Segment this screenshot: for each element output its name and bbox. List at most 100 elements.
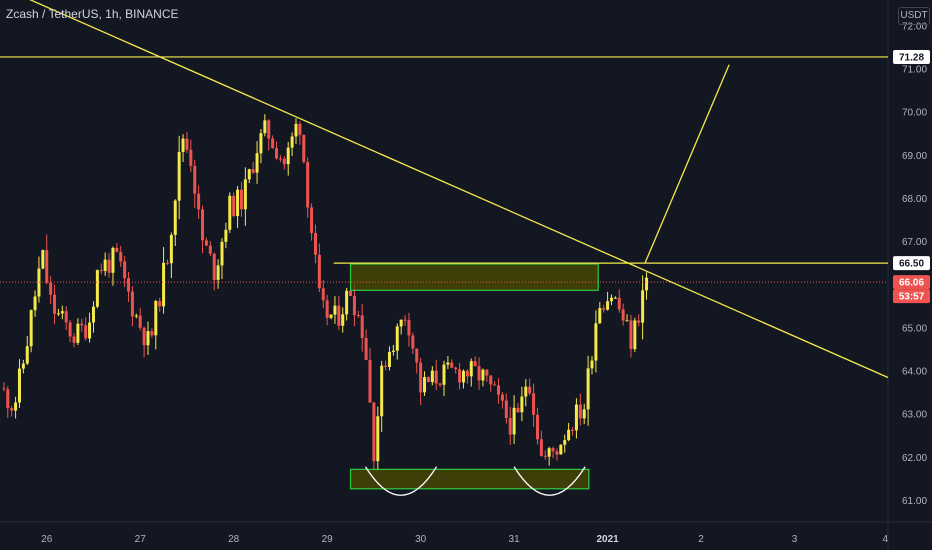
candle-body bbox=[489, 375, 493, 385]
candle-body bbox=[446, 362, 450, 365]
candle-body bbox=[563, 440, 567, 445]
candle-body bbox=[165, 262, 169, 264]
candle-body bbox=[95, 270, 99, 307]
candle-body bbox=[520, 396, 524, 413]
price-tick-label: 64.00 bbox=[902, 367, 927, 378]
candle-body bbox=[212, 253, 216, 280]
candle-body bbox=[150, 331, 154, 336]
time-tick-label: 2 bbox=[698, 534, 704, 545]
candle-body bbox=[290, 136, 294, 148]
candle-body bbox=[500, 394, 504, 401]
candle-body bbox=[2, 388, 6, 390]
candle-body bbox=[99, 270, 103, 272]
candle-body bbox=[10, 408, 14, 411]
candle-body bbox=[415, 348, 419, 363]
candle-body bbox=[271, 138, 275, 149]
price-tick-label: 68.00 bbox=[902, 194, 927, 205]
symbol-title: Zcash / TetherUS, 1h, BINANCE bbox=[6, 7, 179, 21]
candle-body bbox=[637, 320, 641, 323]
candle-body bbox=[275, 148, 279, 159]
candle-body bbox=[368, 359, 372, 403]
candle-body bbox=[236, 189, 240, 217]
candle-body bbox=[17, 368, 21, 403]
time-tick-label: 26 bbox=[41, 534, 53, 545]
candle-body bbox=[423, 377, 427, 393]
candle-body bbox=[329, 314, 333, 318]
candle-body bbox=[360, 315, 364, 339]
candle-body bbox=[516, 407, 520, 413]
time-tick-label: 28 bbox=[228, 534, 240, 545]
candle-body bbox=[267, 120, 271, 139]
candle-body bbox=[220, 241, 224, 266]
candle-body bbox=[298, 123, 302, 135]
candle-body bbox=[641, 290, 645, 323]
candle-body bbox=[352, 296, 356, 316]
candle-body bbox=[555, 451, 559, 455]
price-tick-label: 61.00 bbox=[902, 496, 927, 507]
candle-body bbox=[465, 370, 469, 377]
candle-body bbox=[419, 362, 423, 393]
candle-body bbox=[469, 361, 473, 377]
candle-body bbox=[313, 233, 317, 255]
candle-body bbox=[37, 268, 41, 297]
candle-body bbox=[578, 404, 582, 419]
candle-body bbox=[243, 179, 247, 210]
candle-body bbox=[45, 250, 49, 283]
time-tick-label: 4 bbox=[882, 534, 888, 545]
candle-body bbox=[574, 404, 578, 431]
candle-body bbox=[185, 138, 189, 150]
candle-body bbox=[14, 402, 18, 411]
candle-body bbox=[380, 365, 384, 417]
candle-body bbox=[477, 366, 481, 381]
candle-body bbox=[543, 455, 547, 457]
candle-body bbox=[606, 301, 610, 310]
candle-body bbox=[127, 278, 131, 292]
candle-body bbox=[594, 323, 598, 361]
candle-body bbox=[567, 429, 571, 441]
candle-body bbox=[586, 368, 590, 410]
quote-currency-badge[interactable]: USDT bbox=[898, 7, 930, 25]
candle-body bbox=[76, 323, 80, 343]
candle-body bbox=[239, 189, 243, 210]
candle-body bbox=[551, 448, 555, 452]
candle-body bbox=[450, 362, 454, 368]
candle-body bbox=[21, 363, 25, 369]
candle-body bbox=[539, 439, 543, 456]
descending-trendline bbox=[29, 0, 889, 379]
candle-body bbox=[512, 407, 516, 435]
candle-body bbox=[302, 134, 306, 163]
candle-body bbox=[286, 147, 290, 165]
price-tick-label: 65.00 bbox=[902, 323, 927, 334]
candle-body bbox=[356, 315, 360, 317]
candle-body bbox=[504, 400, 508, 419]
candle-body bbox=[204, 240, 208, 246]
candle-body bbox=[559, 444, 563, 455]
candle-body bbox=[411, 335, 415, 349]
candle-body bbox=[458, 369, 462, 383]
candle-body bbox=[547, 448, 551, 457]
candle-body bbox=[602, 308, 606, 310]
candle-body bbox=[91, 306, 95, 323]
candle-body bbox=[33, 296, 37, 311]
candle-body bbox=[629, 320, 633, 350]
candle-body bbox=[154, 301, 158, 336]
candle-body bbox=[395, 326, 399, 351]
candle-body bbox=[6, 389, 10, 409]
candle-body bbox=[493, 384, 497, 386]
candle-body bbox=[333, 305, 337, 315]
candle-body bbox=[407, 320, 411, 336]
price-tick-label: 69.00 bbox=[902, 151, 927, 162]
price-tick-label: 71.00 bbox=[902, 65, 927, 76]
candle-body bbox=[177, 151, 181, 201]
candle-body bbox=[173, 200, 177, 235]
candle-body bbox=[111, 247, 115, 273]
candle-body bbox=[294, 123, 298, 137]
candle-body bbox=[481, 369, 485, 381]
time-tick-label: 3 bbox=[792, 534, 798, 545]
candle-body bbox=[158, 301, 162, 307]
zone-top-price-tag: 66.50 bbox=[899, 259, 924, 270]
candle-body bbox=[56, 313, 60, 315]
candle-body bbox=[134, 315, 138, 317]
